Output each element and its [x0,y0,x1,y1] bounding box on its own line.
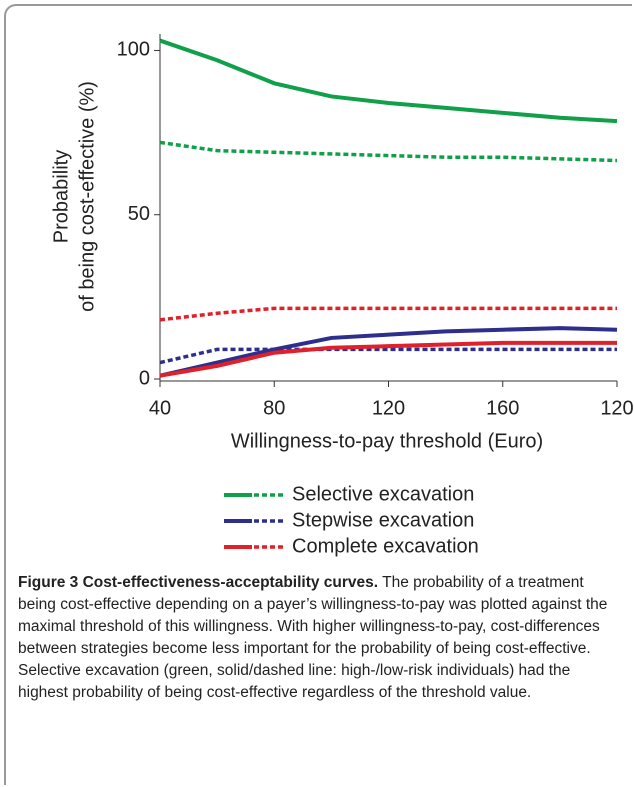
caption: Figure 3 Cost-effectiveness-acceptabilit… [18,572,624,704]
y-tick-label: 100 [117,39,150,61]
figure-frame [4,4,632,785]
x-tick-label: 120 [600,397,633,419]
y-axis-label: Probability [50,150,72,243]
x-axis-label: Willingness-to-pay threshold (Euro) [231,430,543,452]
x-tick-label: 120 [372,397,405,419]
legend-label: Stepwise excavation [292,509,474,531]
dashed-line [159,140,618,163]
solid-line [159,38,618,124]
caption-label: Figure 3 Cost-effectiveness-acceptabilit… [18,574,379,591]
x-tick-label: 80 [263,397,285,419]
y-tick-label: 0 [139,367,150,389]
solid-line [159,340,617,378]
solid-line [159,326,618,378]
legend-label: Complete excavation [292,535,479,557]
x-tick-label: 40 [149,397,171,419]
chart: 0 50 100 40 80 120 160 120 Probability of being c… [50,34,634,557]
y-tick-label: 50 [128,203,150,225]
caption-text: The probability of a treatment being cos… [18,574,608,701]
x-tick-label: 160 [486,397,519,419]
y-axis-label: of being cost-effective (%) [76,81,98,312]
legend-label: Selective excavation [292,483,474,505]
dashed-line [159,306,617,322]
